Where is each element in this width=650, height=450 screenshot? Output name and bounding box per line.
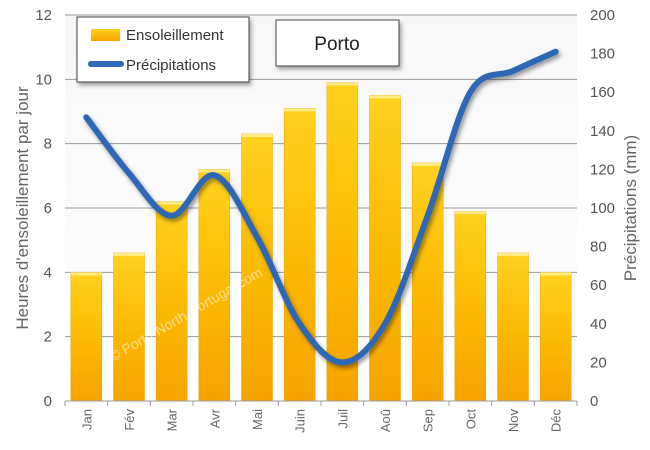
bar-Aoû	[369, 95, 401, 402]
chart-title: Porto	[314, 34, 359, 55]
bar-highlight-Aoû	[369, 95, 401, 99]
legend-box	[76, 16, 250, 83]
bar-Mai	[241, 133, 273, 402]
bar-Déc	[539, 272, 572, 402]
bar-highlight-Oct	[454, 211, 486, 215]
precip-point-Juil	[341, 361, 343, 363]
right-tick-label: 180	[590, 46, 615, 63]
bar-Jan	[70, 272, 103, 402]
precip-point-Mar	[171, 215, 173, 217]
bar-Mar	[155, 201, 188, 402]
bar-highlight-Fév	[113, 253, 145, 257]
precip-point-Aoû	[384, 323, 386, 325]
precip-point-Nov	[512, 70, 514, 72]
bar-Avr	[198, 169, 231, 402]
right-tick-label: 140	[590, 123, 615, 140]
x-tick-label: Nov	[506, 409, 521, 433]
x-tick-label: Fév	[122, 409, 137, 431]
x-tick-label: Sep	[421, 409, 436, 432]
bar-highlight-Juil	[326, 82, 358, 86]
left-tick-label: 12	[35, 7, 52, 24]
right-tick-label: 120	[590, 161, 615, 178]
right-tick-label: 20	[590, 354, 607, 371]
bar-highlight-Mar	[156, 201, 188, 205]
left-axis-ticks: 0 2 4 6 8 10 12	[35, 7, 52, 410]
precip-point-Oct	[469, 91, 471, 93]
bar-highlight-Déc	[540, 272, 572, 276]
right-tick-label: 0	[590, 393, 598, 410]
x-tick-label: Avr	[207, 408, 222, 428]
bar-highlight-Mai	[241, 134, 273, 138]
right-tick-label: 60	[590, 277, 607, 294]
right-tick-label: 200	[590, 7, 615, 24]
right-tick-label: 80	[590, 239, 607, 256]
bar-highlight-Jan	[70, 272, 102, 276]
bar-highlight-Nov	[497, 253, 529, 257]
bar-Oct	[454, 210, 487, 402]
precip-point-Mai	[256, 236, 258, 238]
x-tick-label: Aoû	[378, 409, 393, 432]
legend-label-precipitation: Précipitations	[126, 57, 216, 74]
precip-point-Déc	[555, 51, 557, 53]
bar-Juil	[326, 82, 359, 402]
precip-point-Fév	[128, 172, 130, 174]
x-axis-ticks: Jan Fév Mar Avr Mai Juin Juil Aoû Sep Oct Nov Déc	[64, 401, 578, 433]
left-tick-label: 6	[44, 200, 52, 217]
right-tick-label: 100	[590, 200, 615, 217]
legend-label-sunshine: Ensoleillement	[126, 27, 224, 44]
x-tick-label: Déc	[549, 409, 564, 433]
bar-highlight-Sep	[412, 162, 444, 166]
bar-Sep	[411, 162, 444, 402]
x-tick-label: Jan	[79, 409, 94, 430]
bar-Juin	[283, 108, 316, 402]
right-tick-label: 40	[590, 316, 607, 333]
left-axis-title: Heures d'ensoleillement par jour	[13, 86, 32, 330]
bar-Nov	[497, 252, 529, 402]
legend-swatch-sunshine	[91, 29, 120, 41]
left-tick-label: 2	[44, 329, 52, 346]
x-tick-label: Mai	[250, 409, 265, 430]
precip-point-Juin	[299, 323, 301, 325]
precipitation-line-layer	[83, 48, 559, 366]
left-tick-label: 4	[44, 264, 52, 281]
title-box: Porto	[275, 19, 400, 67]
bar-Fév	[113, 252, 145, 402]
precip-point-Avr	[213, 174, 215, 176]
left-tick-label: 8	[44, 136, 52, 153]
legend: Ensoleillement Précipitations	[76, 16, 250, 83]
gridlines	[65, 14, 577, 338]
right-axis-ticks: 0 20 40 60 80 100 120 140 160 180 200	[590, 7, 615, 410]
precip-point-Jan	[85, 116, 87, 118]
bar-highlight-Avr	[198, 169, 230, 173]
right-tick-label: 160	[590, 84, 615, 101]
left-tick-label: 0	[44, 393, 52, 410]
right-axis-title: Précipitations (mm)	[621, 135, 640, 281]
x-tick-label: Juin	[293, 409, 308, 433]
x-tick-label: Oct	[463, 409, 478, 430]
left-tick-label: 10	[35, 71, 52, 88]
sunshine-bars	[70, 82, 572, 402]
x-tick-label: Mar	[165, 408, 180, 431]
precip-point-Sep	[427, 215, 429, 217]
bar-highlight-Juin	[284, 108, 316, 112]
title-box-frame	[275, 19, 400, 67]
x-tick-label: Juil	[335, 409, 350, 429]
